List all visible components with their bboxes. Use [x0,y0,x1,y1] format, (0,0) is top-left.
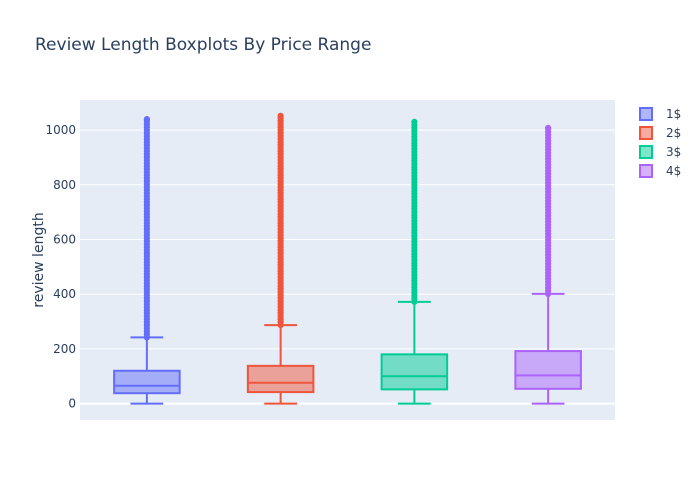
legend-swatch [639,107,653,121]
outlier-point [545,124,552,131]
outliers-2 [277,112,284,329]
box-2 [246,112,315,405]
y-tick-label-600: 600 [53,232,76,246]
box-iqr [246,364,315,394]
y-axis-title: review length [31,212,47,307]
box-4 [514,124,582,405]
legend-item-4[interactable]: 4$ [639,164,681,178]
legend-item-1[interactable]: 1$ [639,107,681,121]
outlier-point [277,112,284,119]
legend-swatch [639,126,653,140]
outlier-point [143,116,150,123]
grid-lines [80,129,615,405]
legend-label: 3$ [666,145,681,159]
legend-label: 4$ [666,164,681,178]
chart-title: Review Length Boxplots By Price Range [35,35,371,55]
legend-swatch [639,145,653,159]
box-iqr [380,353,449,391]
y-tick-label-400: 400 [53,287,76,301]
y-tick-labels: 0 200 400 600 800 1000 [45,123,76,411]
boxplots [113,112,582,405]
box-iqr [514,350,582,390]
y-tick-label-0: 0 [68,397,76,411]
y-tick-label-1000: 1000 [45,123,76,137]
outliers-4 [545,124,552,298]
outliers-3 [411,118,418,305]
outlier-point [411,118,418,125]
legend-label: 1$ [666,107,681,121]
legend[interactable]: 1$ 2$ 3$ 4$ [639,107,681,178]
y-tick-label-800: 800 [53,178,76,192]
box-3 [380,118,449,405]
box-1 [113,116,181,405]
box-iqr [113,369,181,395]
legend-swatch [639,164,653,178]
legend-label: 2$ [666,126,681,140]
legend-item-3[interactable]: 3$ [639,145,681,159]
legend-item-2[interactable]: 2$ [639,126,681,140]
outliers-1 [143,116,150,341]
y-tick-label-200: 200 [53,342,76,356]
